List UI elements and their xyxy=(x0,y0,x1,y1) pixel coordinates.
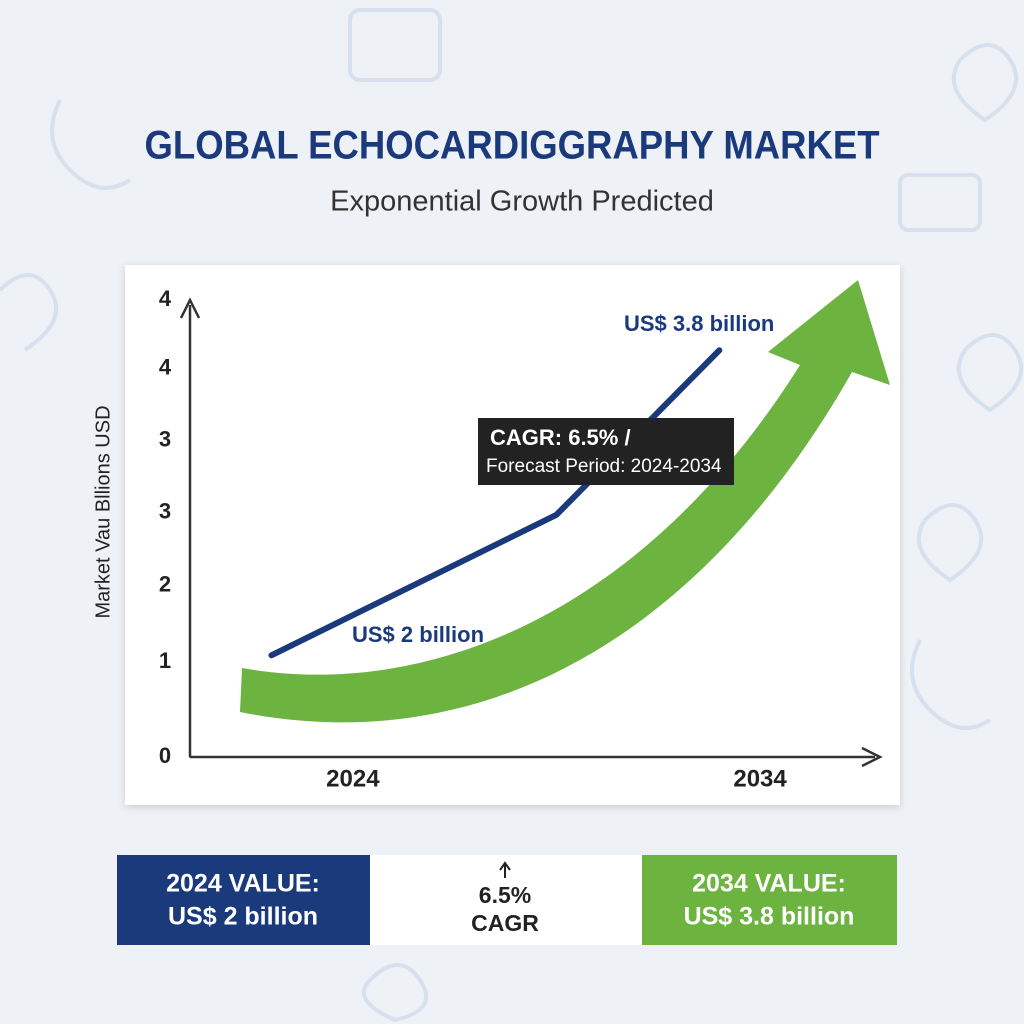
y-axis-label: Market Vau Bllions USD xyxy=(92,405,114,618)
y-tick-label: 4 xyxy=(159,354,172,379)
summary-label: 2034 VALUE: xyxy=(692,870,846,898)
y-tick-label: 0 xyxy=(159,743,171,768)
chart-title: GLOBAL ECHOCARDIGGRAPHY MARKET xyxy=(145,124,880,168)
summary-label: 2024 VALUE: xyxy=(166,870,320,898)
summary-left-box xyxy=(117,855,370,945)
annotation: US$ 3.8 billion xyxy=(624,311,774,336)
background-icons xyxy=(0,8,1024,1023)
x-tick-label: 2034 xyxy=(733,765,787,792)
summary-label: CAGR xyxy=(471,910,539,936)
summary-value: US$ 3.8 billion xyxy=(684,903,855,931)
summary-value: US$ 2 billion xyxy=(168,903,318,931)
annotation: CAGR: 6.5% / xyxy=(490,425,631,450)
annotation: US$ 2 billion xyxy=(352,622,484,647)
data-line xyxy=(268,347,723,659)
summary-value: 6.5% xyxy=(479,882,531,908)
y-tick-label: 1 xyxy=(159,648,171,673)
callout-box xyxy=(478,418,734,485)
y-tick-label: 2 xyxy=(159,571,171,596)
y-tick-label: 3 xyxy=(159,498,171,523)
annotation: Forecast Period: 2024-2034 xyxy=(486,456,722,477)
growth-arrow xyxy=(240,280,890,723)
summary-right-box xyxy=(642,855,897,945)
chart-subtitle: Exponential Growth Predicted xyxy=(330,186,714,218)
y-tick-label: 4 xyxy=(159,286,172,311)
y-axis-arrow xyxy=(179,297,201,319)
x-tick-label: 2024 xyxy=(326,765,380,792)
y-tick-label: 3 xyxy=(159,426,171,451)
x-axis-arrow xyxy=(861,746,883,768)
up-arrow-icon xyxy=(499,861,511,878)
